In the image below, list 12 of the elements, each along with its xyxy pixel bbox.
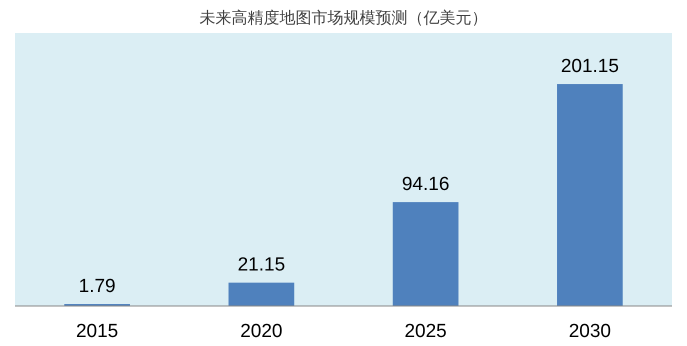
x-tick-label: 2025: [404, 321, 447, 342]
chart-title: 未来高精度地图市场规模预测（亿美元）: [200, 9, 488, 27]
x-tick-label: 2030: [568, 321, 612, 342]
bar: [392, 202, 458, 306]
data-label: 21.15: [238, 254, 286, 276]
bar: [228, 282, 294, 306]
bar: [557, 84, 623, 306]
x-tick-label: 2020: [240, 321, 283, 342]
x-tick-label: 2015: [76, 321, 118, 342]
data-label: 1.79: [78, 276, 116, 298]
data-label: 201.15: [560, 56, 619, 78]
data-label: 94.16: [402, 174, 450, 196]
